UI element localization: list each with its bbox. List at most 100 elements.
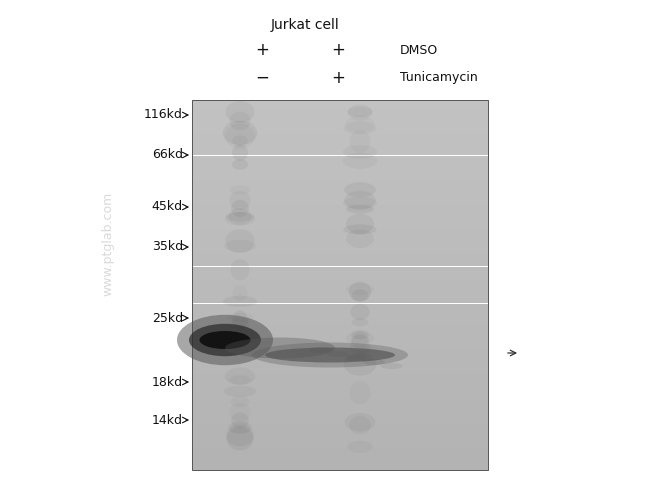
Bar	[192, 162, 488, 165]
Bar	[192, 427, 488, 430]
Bar	[192, 402, 488, 405]
Bar	[192, 384, 488, 387]
Bar	[192, 168, 488, 171]
Ellipse shape	[226, 427, 254, 450]
Ellipse shape	[225, 338, 335, 359]
Ellipse shape	[346, 229, 374, 248]
Bar	[192, 461, 488, 464]
Bar	[192, 128, 488, 131]
Bar	[192, 245, 488, 248]
Bar	[192, 239, 488, 242]
Bar	[192, 124, 488, 128]
Bar	[192, 378, 488, 381]
Bar	[192, 458, 488, 461]
Ellipse shape	[229, 191, 251, 210]
Bar	[192, 310, 488, 313]
Ellipse shape	[232, 159, 248, 170]
Ellipse shape	[226, 212, 254, 222]
Ellipse shape	[344, 352, 376, 376]
Ellipse shape	[225, 229, 255, 253]
Bar	[192, 233, 488, 236]
Bar	[192, 356, 488, 359]
Bar	[192, 446, 488, 448]
Bar	[192, 442, 488, 446]
Bar	[192, 353, 488, 356]
Bar	[192, 220, 488, 224]
Bar	[192, 248, 488, 251]
Bar	[192, 208, 488, 211]
Ellipse shape	[381, 363, 403, 369]
Ellipse shape	[232, 310, 248, 330]
Bar	[192, 192, 488, 196]
Text: Tunicamycin: Tunicamycin	[400, 72, 478, 84]
Bar	[192, 294, 488, 297]
Bar	[192, 254, 488, 257]
Bar	[192, 202, 488, 205]
Bar	[192, 381, 488, 384]
Bar	[192, 359, 488, 362]
Ellipse shape	[309, 347, 331, 353]
Bar	[192, 269, 488, 273]
Bar	[192, 165, 488, 168]
Text: 35kd: 35kd	[152, 241, 183, 253]
Bar	[192, 199, 488, 202]
Bar	[192, 436, 488, 439]
Bar	[192, 374, 488, 378]
Ellipse shape	[252, 343, 408, 367]
Bar	[192, 433, 488, 436]
Bar	[192, 257, 488, 260]
Ellipse shape	[327, 351, 349, 357]
Bar	[192, 306, 488, 310]
Ellipse shape	[344, 413, 376, 431]
Bar	[192, 328, 488, 331]
Ellipse shape	[346, 214, 374, 234]
Bar	[192, 399, 488, 402]
Bar	[192, 282, 488, 285]
Ellipse shape	[231, 200, 249, 217]
Bar	[192, 180, 488, 183]
Bar	[192, 196, 488, 199]
Bar	[192, 322, 488, 325]
Bar	[192, 337, 488, 341]
Ellipse shape	[177, 315, 273, 365]
Ellipse shape	[228, 422, 252, 434]
Bar	[192, 368, 488, 371]
Bar	[192, 344, 488, 346]
Ellipse shape	[229, 112, 251, 130]
Bar	[192, 346, 488, 350]
Bar	[192, 371, 488, 374]
Bar	[192, 103, 488, 106]
Bar	[192, 205, 488, 208]
Bar	[192, 411, 488, 414]
Bar	[192, 171, 488, 174]
Bar	[192, 316, 488, 319]
Text: 25kd: 25kd	[152, 311, 183, 325]
Bar	[192, 159, 488, 162]
Ellipse shape	[343, 224, 377, 234]
Bar	[192, 224, 488, 226]
Bar	[192, 251, 488, 254]
Bar	[192, 319, 488, 322]
Bar	[192, 116, 488, 119]
Ellipse shape	[225, 212, 255, 225]
Bar	[192, 174, 488, 177]
Bar	[192, 260, 488, 264]
Bar	[192, 119, 488, 122]
Bar	[192, 393, 488, 396]
Bar	[192, 424, 488, 427]
Ellipse shape	[344, 182, 376, 198]
Text: +: +	[331, 41, 345, 59]
Bar	[192, 414, 488, 418]
Bar	[192, 217, 488, 220]
Bar	[192, 448, 488, 451]
Ellipse shape	[346, 205, 374, 214]
Bar	[192, 140, 488, 143]
Text: DMSO: DMSO	[400, 43, 438, 57]
Ellipse shape	[344, 191, 376, 210]
Bar	[192, 106, 488, 109]
Bar	[192, 291, 488, 294]
Bar	[192, 387, 488, 390]
Ellipse shape	[223, 296, 257, 307]
Ellipse shape	[265, 347, 395, 363]
Bar	[192, 279, 488, 282]
